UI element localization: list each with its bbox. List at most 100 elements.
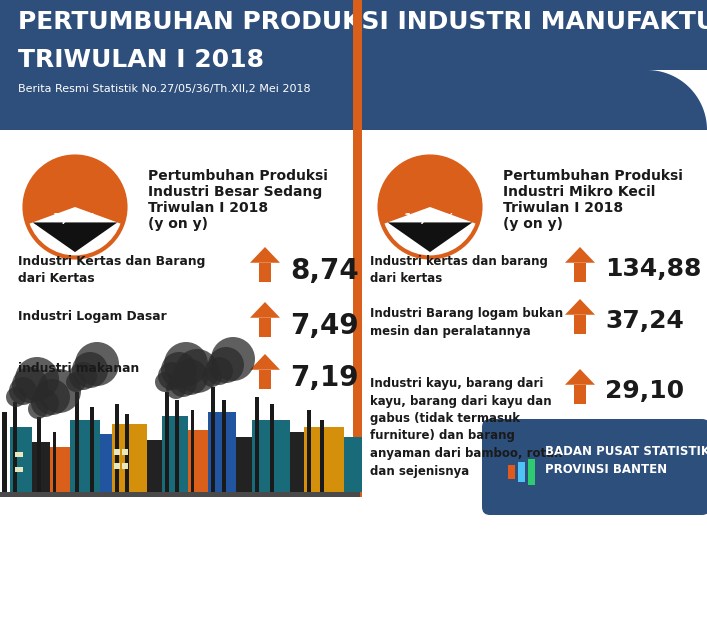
Circle shape: [166, 379, 186, 399]
Bar: [122, 449, 128, 455]
Bar: [259, 262, 271, 282]
Text: Industri kayu, barang dari
kayu, barang dari kayu dan
gabus (tidak termasuk
furn: Industri kayu, barang dari kayu, barang …: [370, 377, 563, 478]
Text: 7,49: 7,49: [290, 312, 358, 340]
Text: PERTUMBUHAN PRODUKSI INDUSTRI MANUFAKTUR: PERTUMBUHAN PRODUKSI INDUSTRI MANUFAKTUR: [18, 10, 707, 34]
Text: industri makanan: industri makanan: [18, 362, 139, 375]
Bar: [188, 430, 208, 492]
Text: Triwulan I 2018: Triwulan I 2018: [503, 201, 623, 215]
Bar: [115, 404, 119, 492]
Bar: [147, 440, 162, 492]
Bar: [90, 407, 94, 492]
Circle shape: [9, 377, 37, 405]
Text: Industri Mikro Kecil: Industri Mikro Kecil: [503, 185, 655, 199]
Text: Pertumbuhan Produksi: Pertumbuhan Produksi: [148, 169, 328, 183]
Circle shape: [205, 357, 233, 385]
Text: 7,19: 7,19: [290, 364, 358, 392]
Text: (y on y): (y on y): [148, 217, 208, 231]
Polygon shape: [387, 222, 472, 252]
Circle shape: [66, 372, 86, 392]
Circle shape: [31, 389, 59, 417]
Circle shape: [37, 369, 81, 413]
Text: Industri Barang logam bukan
mesin dan peralatannya: Industri Barang logam bukan mesin dan pe…: [370, 307, 563, 338]
FancyBboxPatch shape: [482, 419, 707, 515]
Bar: [528, 459, 535, 485]
Circle shape: [211, 337, 255, 381]
Circle shape: [34, 379, 70, 415]
Bar: [222, 400, 226, 492]
Bar: [175, 400, 179, 492]
Bar: [574, 262, 585, 282]
Circle shape: [75, 342, 119, 386]
Text: 134,88: 134,88: [605, 257, 701, 281]
Bar: [259, 318, 271, 337]
Bar: [304, 427, 344, 492]
Bar: [191, 410, 194, 492]
Bar: [2, 412, 7, 492]
Circle shape: [155, 372, 175, 392]
Polygon shape: [250, 302, 280, 318]
Bar: [508, 465, 515, 479]
Text: 15,95%: 15,95%: [404, 211, 456, 224]
Bar: [15, 467, 19, 472]
Bar: [165, 392, 169, 492]
Text: BADAN PUSAT STATISTIK: BADAN PUSAT STATISTIK: [545, 445, 707, 458]
Text: 5,90%: 5,90%: [53, 211, 97, 224]
Polygon shape: [250, 354, 280, 369]
Circle shape: [375, 152, 485, 262]
Bar: [307, 410, 311, 492]
Circle shape: [208, 347, 244, 383]
Bar: [574, 315, 585, 334]
Circle shape: [202, 367, 222, 387]
Polygon shape: [565, 247, 595, 262]
Bar: [518, 462, 525, 482]
Bar: [100, 434, 112, 492]
Bar: [50, 447, 70, 492]
Bar: [270, 404, 274, 492]
Circle shape: [161, 352, 197, 388]
Text: TRIWULAN I 2018: TRIWULAN I 2018: [18, 48, 264, 72]
Bar: [112, 424, 147, 492]
Bar: [122, 463, 128, 469]
Bar: [125, 414, 129, 492]
Polygon shape: [250, 247, 280, 262]
Circle shape: [20, 152, 130, 262]
Circle shape: [12, 367, 48, 403]
Bar: [208, 412, 236, 492]
Bar: [162, 416, 188, 492]
Wedge shape: [30, 207, 120, 255]
Circle shape: [28, 399, 48, 419]
Bar: [10, 427, 32, 492]
Text: PROVINSI BANTEN: PROVINSI BANTEN: [545, 463, 667, 476]
Bar: [19, 467, 23, 472]
Text: (y on y): (y on y): [503, 217, 563, 231]
Bar: [114, 449, 120, 455]
Bar: [255, 397, 259, 492]
Circle shape: [69, 362, 97, 390]
Bar: [32, 442, 50, 492]
Bar: [320, 420, 324, 492]
Text: 37,24: 37,24: [605, 309, 684, 333]
Bar: [290, 432, 304, 492]
Text: Industri Logam Dasar: Industri Logam Dasar: [18, 310, 167, 323]
Bar: [70, 420, 100, 492]
Bar: [53, 432, 56, 492]
Polygon shape: [565, 369, 595, 385]
Text: 8,74: 8,74: [290, 257, 358, 285]
Polygon shape: [565, 299, 595, 315]
Circle shape: [175, 349, 219, 393]
Bar: [37, 417, 41, 492]
Wedge shape: [385, 207, 476, 255]
Polygon shape: [33, 222, 117, 252]
Bar: [259, 369, 271, 389]
Circle shape: [15, 357, 59, 401]
Bar: [114, 463, 120, 469]
Circle shape: [164, 342, 208, 386]
Bar: [211, 387, 215, 492]
Bar: [75, 392, 79, 492]
Bar: [353, 0, 362, 497]
Circle shape: [169, 369, 197, 397]
Text: Pertumbuhan Produksi: Pertumbuhan Produksi: [503, 169, 683, 183]
Polygon shape: [647, 70, 707, 130]
Text: Triwulan I 2018: Triwulan I 2018: [148, 201, 268, 215]
Text: Industri Besar Sedang: Industri Besar Sedang: [148, 185, 322, 199]
